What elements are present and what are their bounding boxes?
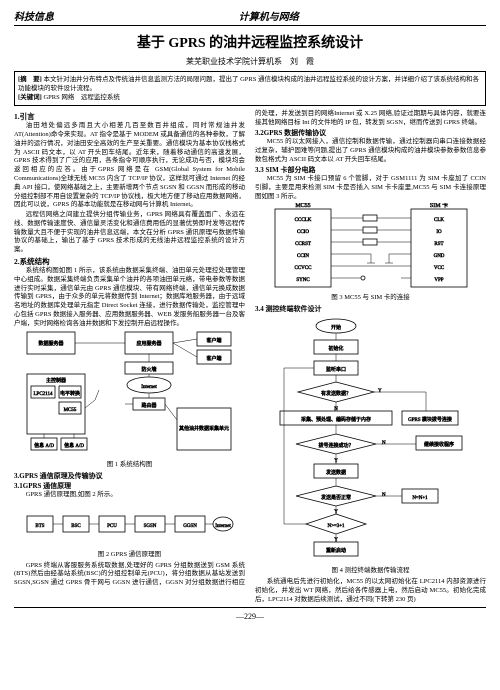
svg-text:N: N: [382, 493, 386, 498]
svg-text:主控制器: 主控制器: [45, 377, 65, 384]
sec32-head: 3.2GPRS 数据传输协议: [255, 129, 486, 138]
sec2-head: 2.系统结构: [14, 257, 245, 267]
svg-text:采集、预处理、编码存储于内存: 采集、预处理、编码存储于内存: [300, 416, 370, 423]
svg-text:有发送数据？: 有发送数据？: [320, 390, 350, 397]
svg-text:SIM 卡: SIM 卡: [429, 203, 447, 209]
svg-text:监听串口: 监听串口: [325, 366, 345, 373]
abstract-box: [摘 要] 本文针对油井分布特点及传统油井信息监测方法的局限问题，提出了 GPR…: [14, 71, 486, 106]
svg-text:重新启动: 重新启动: [325, 547, 345, 554]
svg-text:GGSN: GGSN: [183, 524, 197, 529]
svg-text:N=N+1: N=N+1: [412, 496, 428, 501]
svg-text:Y: Y: [378, 389, 382, 394]
svg-text:客户端: 客户端: [206, 355, 221, 362]
sec1-head: 1.引言: [14, 112, 245, 122]
svg-text:客户端: 客户端: [206, 337, 221, 344]
keywords-text: GPRS 网络 远程监控系统: [43, 94, 119, 101]
sec31-head: 3.1GPRS 通信原理: [14, 482, 245, 491]
svg-text:CLK: CLK: [434, 218, 444, 223]
svg-text:拨号连接成功？: 拨号连接成功？: [318, 442, 353, 449]
svg-text:MC55: MC55: [295, 203, 310, 209]
sec3-head: 3.GPRS 通信原理及传输协议: [14, 472, 245, 481]
fig3-caption: 图 3 MC55 与 SIM 卡的连接: [255, 294, 486, 303]
svg-text:IO: IO: [436, 230, 442, 235]
svg-text:VPP: VPP: [434, 278, 443, 283]
svg-text:开始: 开始: [330, 324, 340, 331]
svg-text:电平转换: 电平转换: [59, 390, 79, 397]
svg-text:数据服务器: 数据服务器: [38, 340, 63, 347]
svg-text:SYNC: SYNC: [296, 278, 310, 283]
svg-text:RST: RST: [434, 242, 443, 247]
tail-p: 系统通电后先进行初始化，MC55 的以太网初始化在 LPC2114 内部资源进行…: [255, 578, 486, 604]
abstract-text: 本文针对油井分布特点及传统油井信息监测方法的局限问题，提出了 GPRS 通信模块…: [18, 76, 479, 92]
svg-text:CCRST: CCRST: [295, 242, 311, 247]
svg-text:发送是否正常: 发送是否正常: [320, 494, 350, 501]
sec33-p: MC55 为 SIM 卡接口预留 6 个管脚，对于 GSM1111 为 SIM …: [255, 175, 486, 201]
svg-text:VCC: VCC: [433, 266, 444, 271]
figure-4: 开始 初始化 监听串口 有发送数据？ Y N 采集、预处理、编码存储于内存 GP…: [255, 316, 486, 576]
svg-text:其他油井数据采集单元: 其他油井数据采集单元: [178, 425, 228, 432]
keywords-label: [关键词]: [18, 94, 42, 101]
svg-text:BTS: BTS: [35, 524, 44, 529]
svg-text:应用服务器: 应用服务器: [136, 340, 161, 347]
sec2-p1: 系统结构图如图 1 所示，该系统由数据采集终端、油田单元处理控处理管理中心组成。…: [14, 267, 245, 328]
svg-text:Internet: Internet: [215, 524, 231, 529]
figure-2: BTS BSC PCU SGSN GGSN Internet 图 2 GPRS …: [14, 502, 245, 560]
svg-text:信息 A/D: 信息 A/D: [34, 442, 54, 449]
fig4-caption: 图 4 测控终端数据传输流程: [255, 567, 486, 576]
author-line: 莱芜职业技术学院计算机系 刘 霞: [14, 56, 486, 67]
svg-text:PCU: PCU: [107, 524, 117, 529]
header-left: 科技信息: [14, 8, 54, 23]
sec1-p2: 远程信网络之间建立提供分组传输业务，GPRS 网络具有覆盖面广、永远在线、数据传…: [14, 211, 245, 255]
svg-text:信息 A/D: 信息 A/D: [64, 442, 84, 449]
fig2-intro: GPRS 通信原理图,如图 2 所示。: [14, 491, 245, 500]
sec32-p: MC55 的以太网接入，通信控制和数据传输，通过控制器向串口连接数据经过复杂，辅…: [255, 138, 486, 164]
svg-text:路由器: 路由器: [141, 402, 156, 409]
svg-text:发送数据: 发送数据: [325, 469, 345, 476]
fig2-caption: 图 2 GPRS 通信原理图: [14, 551, 245, 560]
fig1-caption: 图 1 系统结构图: [14, 461, 245, 470]
svg-text:继续接收程序: 继续接收程序: [423, 441, 453, 448]
svg-text:MC55: MC55: [63, 408, 76, 413]
svg-text:CCIN: CCIN: [297, 254, 309, 259]
svg-text:GND: GND: [433, 254, 444, 259]
svg-text:SGSN: SGSN: [143, 524, 156, 529]
svg-text:BSC: BSC: [71, 524, 81, 529]
figure-3: MC55 SIM 卡 CCCLK CCIO CCRST CCIN CCVCC S…: [255, 203, 486, 303]
svg-text:LPC2114: LPC2114: [33, 392, 52, 397]
sec33-head: 3.3 SIM 卡部分电路: [255, 166, 486, 175]
svg-text:N>=3+1: N>=3+1: [327, 524, 345, 529]
abstract-label: [摘 要]: [18, 76, 42, 83]
svg-text:CCVCC: CCVCC: [294, 266, 312, 271]
figure-1: 数据服务器 应用服务器 客户端 客户端 防火墙 Internet 路由器 主控制…: [14, 330, 245, 470]
page-number: —229—: [14, 612, 486, 621]
svg-text:N: N: [382, 441, 386, 446]
svg-text:GPRS 模块拨号连接: GPRS 模块拨号连接: [408, 416, 452, 423]
svg-text:初始化: 初始化: [328, 345, 343, 352]
header-center: 计算机与网络: [239, 8, 299, 23]
sec34-head: 3.4 测控终端软件设计: [255, 305, 486, 314]
svg-text:防火墙: 防火墙: [141, 366, 156, 373]
svg-text:CCIO: CCIO: [297, 230, 309, 235]
paper-title: 基于 GPRS 的油井远程监控系统设计: [14, 32, 486, 52]
svg-text:Internet: Internet: [141, 385, 157, 390]
header-right: [484, 8, 487, 23]
sec1-p1: 油田地处偏远多雨且大小相差几百至数百井组成，同时常规油井发 AT(Attenti…: [14, 122, 245, 210]
svg-text:CCCLK: CCCLK: [294, 218, 311, 223]
